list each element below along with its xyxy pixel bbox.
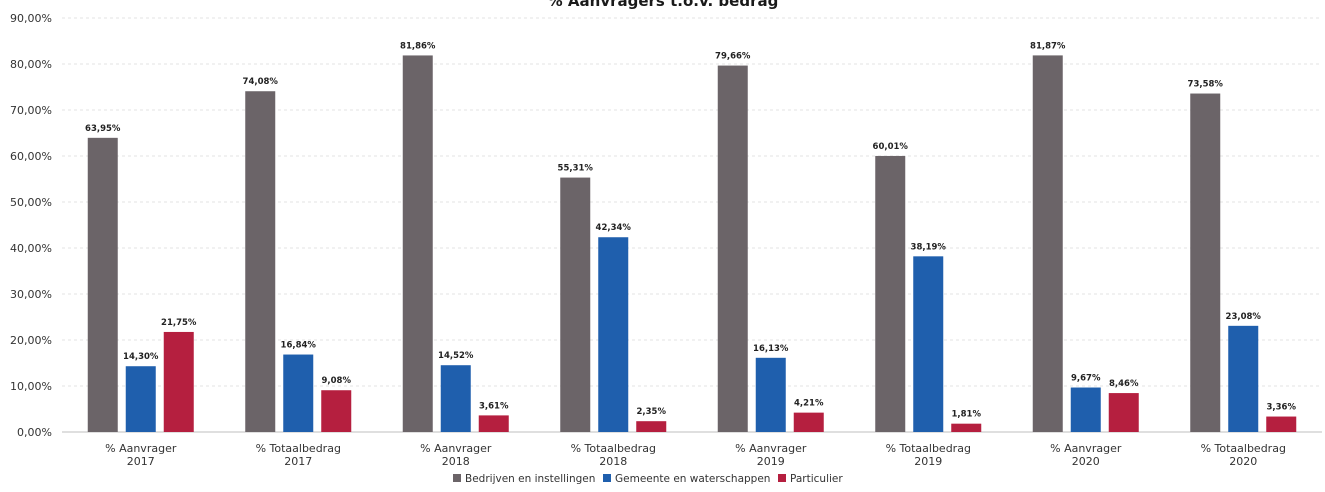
data-label: 42,34% (596, 223, 632, 233)
x-tick-label: 2017 (127, 455, 155, 468)
x-tick-label: % Totaalbedrag (571, 442, 656, 455)
bar (717, 65, 748, 433)
x-tick-label: % Totaalbedrag (256, 442, 341, 455)
data-label: 63,95% (85, 124, 121, 134)
bars (87, 55, 1297, 433)
bar (1070, 387, 1101, 432)
legend-swatch (778, 474, 786, 482)
x-tick-label: 2018 (442, 455, 470, 468)
bar (125, 366, 156, 432)
y-tick-label: 90,00% (10, 12, 52, 25)
x-tick-label: % Aanvrager (420, 442, 492, 455)
y-tick-label: 50,00% (10, 196, 52, 209)
data-label: 3,61% (479, 401, 509, 411)
legend-swatch (603, 474, 611, 482)
data-label: 14,52% (438, 351, 474, 361)
bar (913, 256, 944, 432)
x-tick-label: 2019 (757, 455, 785, 468)
data-label: 16,13% (753, 344, 789, 354)
data-label: 74,08% (243, 77, 279, 87)
bar (402, 55, 433, 432)
bar (283, 354, 314, 432)
x-tick-label: % Totaalbedrag (1201, 442, 1286, 455)
x-tick-label: % Aanvrager (105, 442, 177, 455)
data-label: 60,01% (873, 142, 909, 152)
x-tick-label: 2020 (1072, 455, 1100, 468)
y-tick-label: 70,00% (10, 104, 52, 117)
data-label: 38,19% (911, 242, 947, 252)
y-tick-label: 40,00% (10, 242, 52, 255)
x-tick-label: % Aanvrager (1050, 442, 1122, 455)
data-label: 4,21% (794, 399, 824, 409)
y-tick-label: 60,00% (10, 150, 52, 163)
x-tick-label: % Aanvrager (735, 442, 807, 455)
bar (245, 91, 276, 433)
chart-title: % Aanvragers t.o.v. bedrag (548, 0, 779, 10)
bar (1108, 393, 1139, 432)
legend-label: Gemeente en waterschappen (615, 473, 770, 485)
x-tick-label: 2020 (1229, 455, 1257, 468)
data-labels: 63,95% 14,30% 21,75% 74,08% 16,84% 9,08% 81,86… (85, 41, 1296, 419)
data-label: 73,58% (1188, 80, 1224, 90)
x-tick-label: 2018 (599, 455, 627, 468)
data-label: 14,30% (123, 352, 159, 362)
x-tick-label: 2017 (284, 455, 312, 468)
bar (598, 237, 629, 432)
bar (560, 177, 591, 432)
bar (636, 421, 667, 432)
data-label: 1,81% (952, 410, 982, 420)
data-label: 16,84% (281, 341, 317, 351)
bar (1032, 55, 1063, 432)
bar (1266, 416, 1297, 432)
y-axis: 0,00% 10,00% 20,00% 30,00% 40,00% 50,00% 60,00… (10, 12, 52, 439)
bar (1190, 93, 1221, 433)
x-tick-label: % Totaalbedrag (886, 442, 971, 455)
data-label: 21,75% (161, 318, 197, 328)
bar (163, 331, 194, 432)
legend-label: Particulier (790, 473, 843, 485)
legend: Bedrijven en instellingen Gemeente en wat… (453, 473, 843, 485)
y-tick-label: 10,00% (10, 380, 52, 393)
x-tick-label: 2019 (914, 455, 942, 468)
bar (793, 412, 824, 432)
data-label: 81,87% (1030, 41, 1066, 51)
bar (1228, 325, 1259, 432)
bar (87, 137, 118, 432)
legend-label: Bedrijven en instellingen (465, 473, 595, 485)
bar (875, 155, 906, 433)
bar (478, 415, 509, 432)
data-label: 81,86% (400, 41, 436, 51)
data-label: 8,46% (1109, 379, 1139, 389)
bar (755, 357, 786, 432)
data-label: 3,36% (1267, 403, 1297, 413)
bar (440, 365, 471, 432)
y-tick-label: 30,00% (10, 288, 52, 301)
data-label: 79,66% (715, 52, 751, 62)
bar (321, 390, 352, 432)
data-label: 9,67% (1071, 374, 1101, 384)
data-label: 2,35% (637, 407, 667, 417)
y-tick-label: 0,00% (17, 426, 52, 439)
legend-swatch (453, 474, 461, 482)
bar (951, 423, 982, 432)
data-label: 23,08% (1226, 312, 1262, 322)
data-label: 55,31% (558, 164, 594, 174)
y-tick-label: 80,00% (10, 58, 52, 71)
data-label: 9,08% (322, 376, 352, 386)
y-tick-label: 20,00% (10, 334, 52, 347)
